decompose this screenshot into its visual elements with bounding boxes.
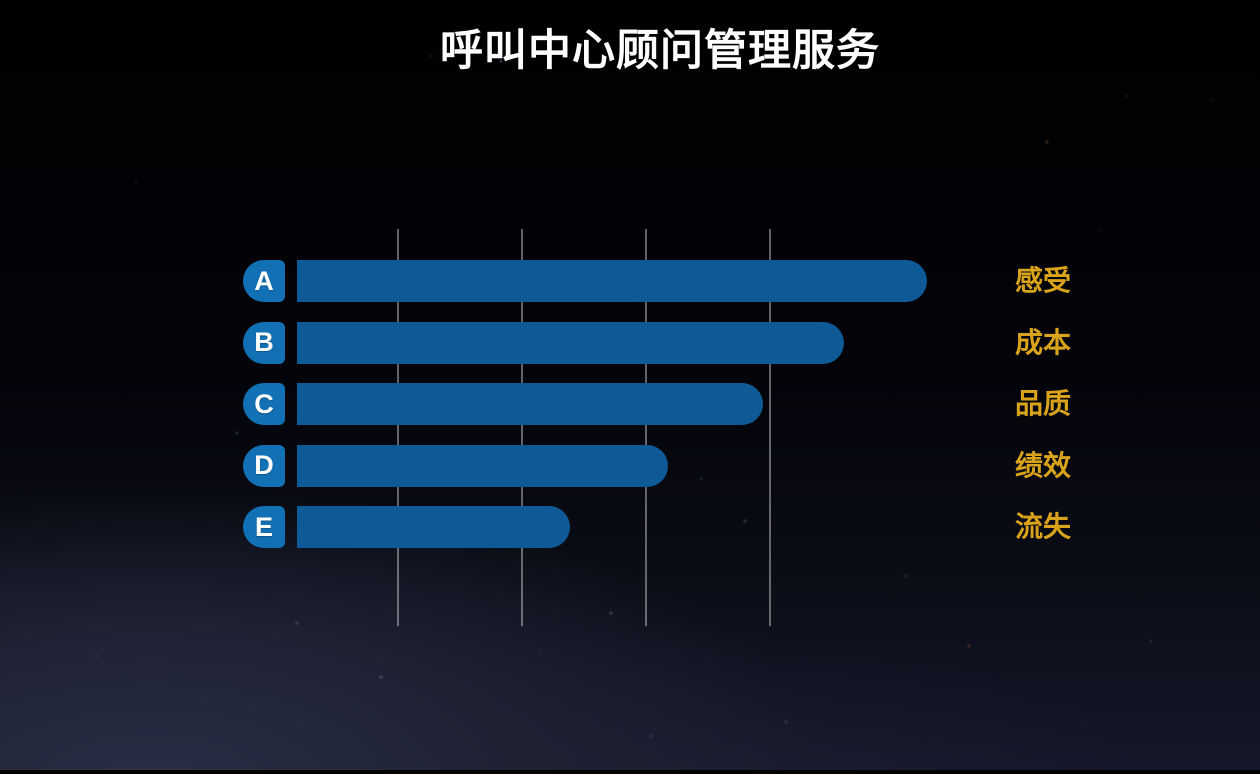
row-label: 成本 (1015, 326, 1072, 358)
category-letter: D (254, 450, 274, 480)
chart-row: C 品质 (243, 383, 1260, 425)
category-letter: B (254, 327, 274, 357)
category-letter: E (254, 511, 273, 542)
row-label: 绩效 (1015, 449, 1072, 481)
chart-row: B 成本 (243, 321, 1260, 364)
category-badge: E (243, 506, 285, 548)
chart-row: A 感受 (243, 260, 1260, 302)
row-label: 品质 (1015, 388, 1072, 419)
row-label: 感受 (1015, 265, 1072, 296)
gridline (645, 229, 647, 626)
chart-row: D 绩效 (243, 444, 1260, 487)
bar (297, 383, 763, 425)
category-badge: C (243, 383, 285, 425)
gridline (769, 229, 771, 626)
category-badge: B (243, 321, 285, 364)
category-letter: A (254, 265, 274, 296)
bar (297, 506, 570, 548)
bar (297, 444, 668, 487)
row-label: 流失 (1015, 511, 1072, 542)
bar (297, 321, 844, 364)
chart-rows: A 感受 B 成本 C 品质 D (243, 260, 1260, 548)
slide-title: 呼叫中心顾问管理服务 (440, 27, 880, 75)
chart-row: E 流失 (243, 506, 1260, 548)
category-badge: A (243, 260, 285, 302)
gridline (521, 229, 523, 626)
category-badge: D (243, 444, 285, 487)
category-letter: C (254, 388, 274, 419)
gridline (397, 229, 399, 626)
bar (297, 260, 927, 302)
